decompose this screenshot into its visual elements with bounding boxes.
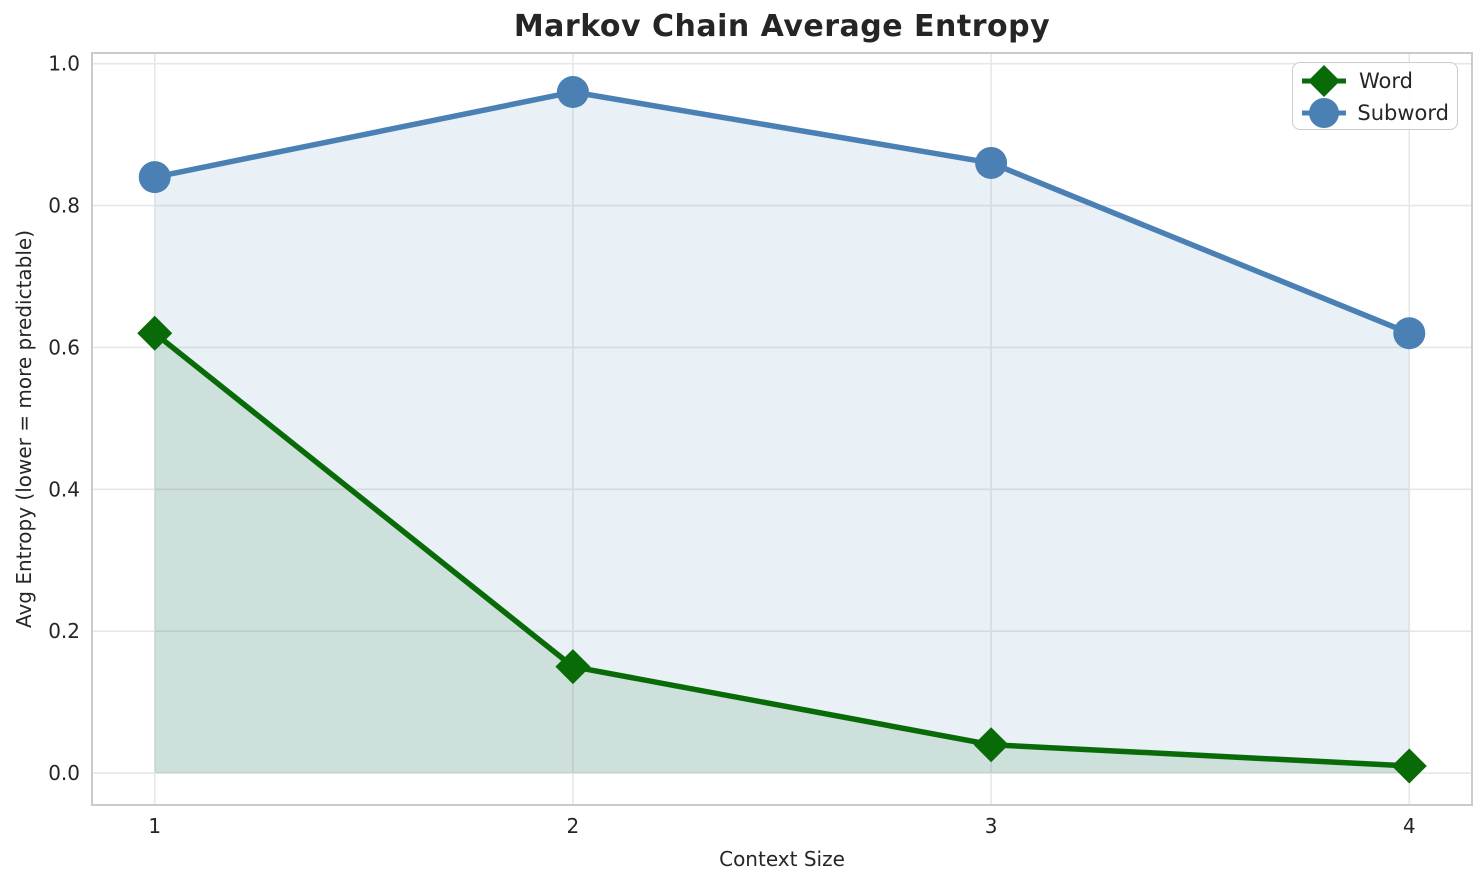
y-tick-label: 0.0: [48, 761, 80, 785]
chart-title: Markov Chain Average Entropy: [513, 9, 1051, 44]
legend: Word Subword: [1292, 62, 1458, 130]
legend-item-word: Word: [1299, 65, 1449, 97]
word-diamond-marker-icon: [1302, 65, 1346, 97]
word-line: [151, 330, 1413, 769]
word-diamond-marker: [973, 727, 1009, 763]
subword-circle-marker: [975, 146, 1008, 179]
x-tick-label: 3: [985, 814, 998, 838]
subword-circle-marker: [556, 76, 589, 109]
y-axis-label: Avg Entropy (lower = more predictable): [12, 229, 36, 629]
y-tick-label: 1.0: [48, 52, 80, 76]
subword-line: [151, 89, 1413, 336]
y-tick-label: 0.6: [48, 335, 80, 359]
x-tick-label: 1: [148, 814, 161, 838]
word-area-fill: [154, 333, 1410, 774]
y-tick-label: 0.2: [48, 619, 80, 643]
word-diamond-marker: [1391, 748, 1427, 784]
subword-area-fill: [154, 92, 1410, 774]
x-axis-label: Context Size: [719, 847, 845, 871]
subword-circle-marker-icon: [1302, 98, 1346, 128]
legend-label-subword: Subword: [1357, 101, 1449, 125]
legend-label-word: Word: [1359, 69, 1413, 93]
x-tick-label: 2: [567, 814, 580, 838]
plot-frame: [91, 52, 1473, 806]
y-tick-label: 0.4: [48, 477, 80, 501]
word-diamond-marker: [137, 315, 173, 351]
legend-item-subword: Subword: [1299, 97, 1449, 129]
word-diamond-marker: [555, 649, 591, 685]
subword-circle-marker: [138, 161, 171, 194]
subword-circle-marker: [1393, 317, 1426, 350]
x-tick-label: 4: [1403, 814, 1416, 838]
y-tick-label: 0.8: [48, 194, 80, 218]
